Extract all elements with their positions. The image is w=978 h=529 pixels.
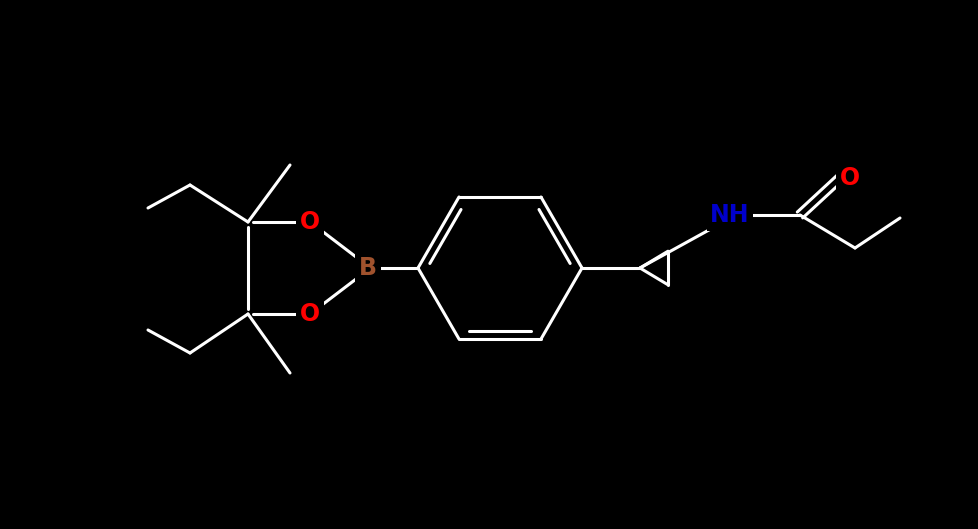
Text: B: B [359,256,377,280]
Text: O: O [299,302,320,326]
Text: O: O [839,166,860,190]
Text: O: O [299,210,320,234]
Text: NH: NH [709,203,749,227]
